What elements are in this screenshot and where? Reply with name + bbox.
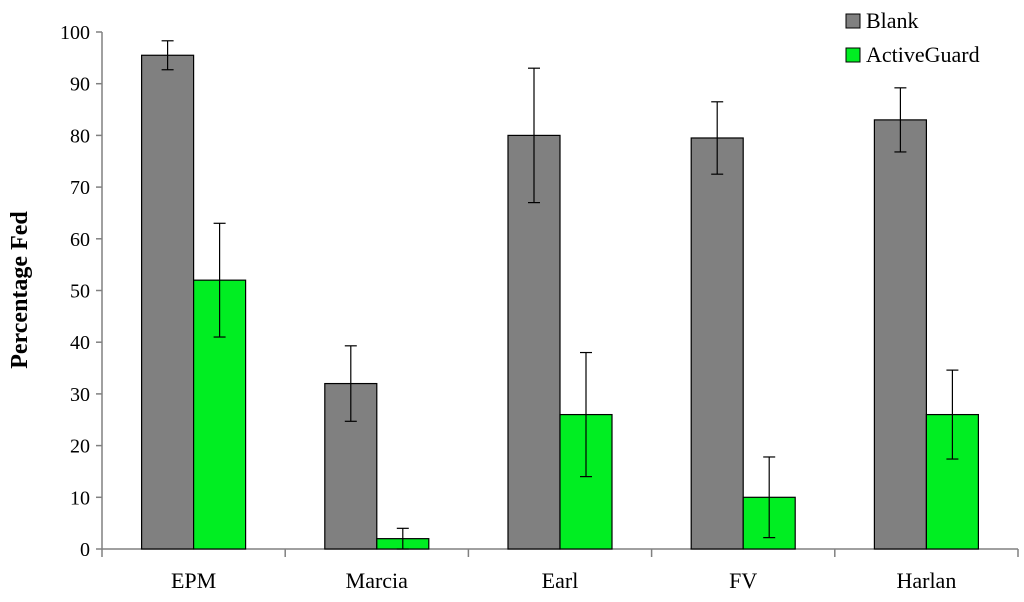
y-tick-label: 50 — [70, 281, 90, 303]
x-tick-label: FV — [729, 568, 757, 593]
y-tick-label: 10 — [70, 487, 90, 509]
legend-label-activeguard: ActiveGuard — [866, 42, 980, 67]
y-axis: 0 10 20 30 40 50 60 70 80 90 100 — [60, 22, 103, 561]
bar-blank-earl — [507, 134, 561, 550]
y-tick-label: 100 — [60, 22, 90, 44]
legend-swatch-activeguard — [845, 47, 861, 63]
legend-label-blank: Blank — [866, 8, 919, 33]
bar-blank-fv — [690, 137, 744, 550]
y-tick-label: 0 — [80, 539, 90, 561]
y-tick-label: 40 — [70, 332, 90, 354]
bar-blank-epm — [141, 54, 195, 550]
bar-blank-harlan — [873, 119, 928, 550]
y-axis-label: Percentage Fed — [7, 211, 33, 369]
error-bars — [161, 40, 959, 550]
y-tick-label: 70 — [70, 177, 90, 199]
y-tick-label: 80 — [70, 125, 90, 147]
y-tick-label: 90 — [70, 74, 90, 96]
x-tick-label: Earl — [542, 568, 579, 593]
bars — [141, 54, 980, 550]
legend: Blank ActiveGuard — [845, 8, 980, 67]
x-axis: EPM Marcia Earl FV Harlan — [101, 548, 1019, 593]
x-tick-label: Harlan — [896, 568, 956, 593]
x-tick-label: EPM — [171, 568, 216, 593]
y-tick-label: 20 — [70, 436, 90, 458]
legend-swatch-blank — [845, 13, 861, 29]
x-tick-label: Marcia — [346, 568, 409, 593]
y-tick-label: 60 — [70, 229, 90, 251]
y-tick-label: 30 — [70, 384, 90, 406]
